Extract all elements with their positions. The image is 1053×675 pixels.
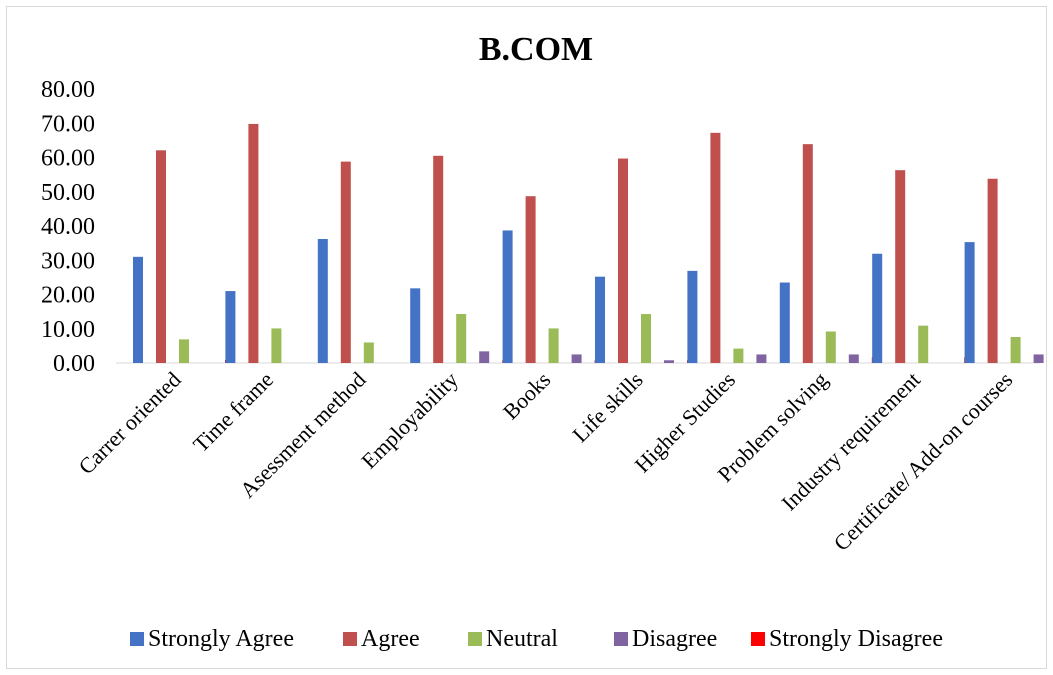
x-category-label: Books: [498, 367, 555, 424]
bar: [133, 256, 143, 363]
bar: [225, 291, 236, 363]
x-category-label: Time frame: [188, 367, 278, 457]
bar: [964, 242, 975, 363]
legend-swatch: [614, 632, 628, 646]
bar: [433, 155, 444, 363]
bar: [848, 354, 859, 363]
bar: [502, 230, 513, 363]
bar: [618, 158, 628, 363]
y-tick-label: 80.00: [41, 77, 95, 103]
legend-label: Strongly Disagree: [769, 626, 943, 652]
bar: [1033, 354, 1044, 363]
bar: [825, 331, 836, 363]
bar: [525, 196, 536, 363]
legend-swatch: [130, 632, 144, 646]
bar: [664, 360, 674, 363]
bar: [456, 314, 467, 363]
y-axis: 0.00 10.00 20.00 30.00 40.00 50.00 60.00 70.00 8…: [41, 77, 1040, 377]
bar: [271, 328, 282, 363]
legend-label: Disagree: [632, 626, 717, 652]
bar: [340, 161, 351, 363]
y-tick-label: 0.00: [53, 351, 95, 377]
x-category-label: Carrer oriented: [73, 367, 185, 479]
bar: [179, 339, 189, 363]
bar: [733, 348, 744, 363]
bar: [802, 144, 813, 363]
bar: [641, 314, 651, 363]
y-tick-label: 30.00: [41, 248, 95, 274]
bars-layer: [133, 123, 1044, 363]
legend-swatch: [751, 632, 765, 646]
y-tick-label: 40.00: [41, 214, 95, 240]
legend-label: Agree: [361, 626, 420, 652]
bar: [595, 276, 605, 363]
bar: [1010, 336, 1021, 363]
bar: [872, 253, 883, 363]
bar: [548, 328, 559, 363]
legend-label: Strongly Agree: [148, 626, 294, 652]
legend: Strongly Agree Agree Neutral Disagree Strong…: [130, 626, 943, 652]
bar: [317, 239, 328, 363]
bar: [895, 170, 906, 363]
bar: [779, 282, 790, 363]
bar: [756, 354, 767, 363]
x-category-label: Employability: [356, 367, 463, 474]
bar: [687, 270, 698, 363]
y-tick-label: 70.00: [41, 111, 95, 137]
bar: [410, 288, 421, 363]
y-tick-label: 10.00: [41, 317, 95, 343]
x-category-label: Life skills: [567, 367, 647, 447]
bar: [710, 132, 721, 363]
bar: [248, 123, 259, 363]
chart-title: B.COM: [479, 31, 593, 68]
legend-label: Neutral: [486, 626, 558, 652]
bar: [479, 351, 490, 363]
bar: [571, 354, 582, 363]
bar: [363, 342, 374, 363]
bar: [156, 150, 166, 363]
bar: [987, 178, 998, 363]
y-tick-label: 50.00: [41, 180, 95, 206]
x-category-label: Certificate/ Add-on courses: [829, 367, 1018, 556]
y-tick-label: 60.00: [41, 146, 95, 172]
bar: [918, 325, 929, 363]
y-tick-label: 20.00: [41, 283, 95, 309]
legend-swatch: [468, 632, 482, 646]
legend-swatch: [343, 632, 357, 646]
